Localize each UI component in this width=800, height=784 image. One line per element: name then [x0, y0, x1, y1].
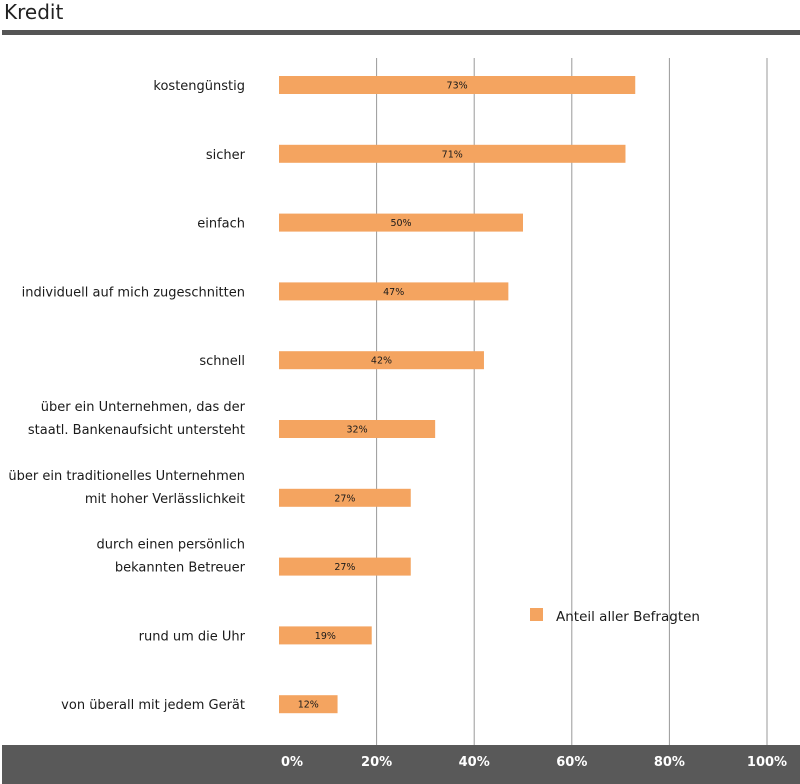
chart-title: Kredit — [4, 0, 64, 24]
x-tick-label: 80% — [654, 755, 685, 770]
bar — [279, 626, 372, 645]
bar — [279, 213, 523, 232]
bar — [279, 76, 636, 94]
bar — [279, 420, 436, 438]
bar — [279, 557, 411, 576]
data-label: 71% — [442, 149, 463, 160]
grid-lines — [376, 58, 768, 745]
category-label: durch einen persönlich — [97, 538, 245, 553]
x-tick-label: 20% — [361, 755, 392, 770]
data-label: 12% — [298, 700, 319, 711]
category-label: staatl. Bankenaufsicht untersteht — [28, 423, 245, 438]
category-label: mit hoher Verlässlichkeit — [85, 492, 245, 507]
legend: Anteil aller Befragten — [530, 608, 700, 625]
category-label: bekannten Betreuer — [115, 561, 246, 576]
data-label: 47% — [383, 287, 404, 298]
bar — [279, 695, 338, 714]
x-tick-label: 40% — [459, 755, 490, 770]
bar — [279, 282, 509, 301]
category-label: individuell auf mich zugeschnitten — [22, 285, 245, 300]
category-label: über ein traditionelles Unternehmen — [8, 469, 245, 484]
legend-swatch — [530, 608, 543, 621]
category-label: sicher — [206, 148, 246, 163]
data-label: 27% — [334, 493, 355, 504]
category-label: kostengünstig — [153, 79, 245, 94]
category-label: über ein Unternehmen, das der — [41, 400, 246, 415]
data-label: 27% — [334, 562, 355, 573]
data-label: 19% — [315, 631, 336, 642]
category-labels: kostengünstig sicher einfach individuell au… — [8, 79, 245, 713]
category-label: rund um die Uhr — [139, 629, 246, 644]
legend-label: Anteil aller Befragten — [556, 609, 700, 625]
category-label: von überall mit jedem Gerät — [61, 698, 245, 713]
bars: 73% 71% 50% 47% 42% 32% 27% 27% 19% 12% — [279, 76, 636, 714]
bar — [279, 351, 484, 370]
data-label: 32% — [347, 425, 368, 436]
x-tick-label: 60% — [556, 755, 587, 770]
category-label: schnell — [199, 354, 245, 369]
category-label: einfach — [197, 217, 245, 232]
axis-band — [2, 745, 800, 784]
bar — [279, 488, 411, 507]
bar — [279, 144, 626, 163]
x-axis-ticks: 0% 20% 40% 60% 80% 100% — [281, 755, 787, 770]
data-label: 73% — [447, 81, 468, 92]
data-label: 42% — [371, 356, 392, 367]
x-tick-label: 0% — [281, 755, 303, 770]
title-rule — [2, 30, 800, 35]
x-tick-label: 100% — [747, 755, 787, 770]
data-label: 50% — [390, 218, 411, 229]
